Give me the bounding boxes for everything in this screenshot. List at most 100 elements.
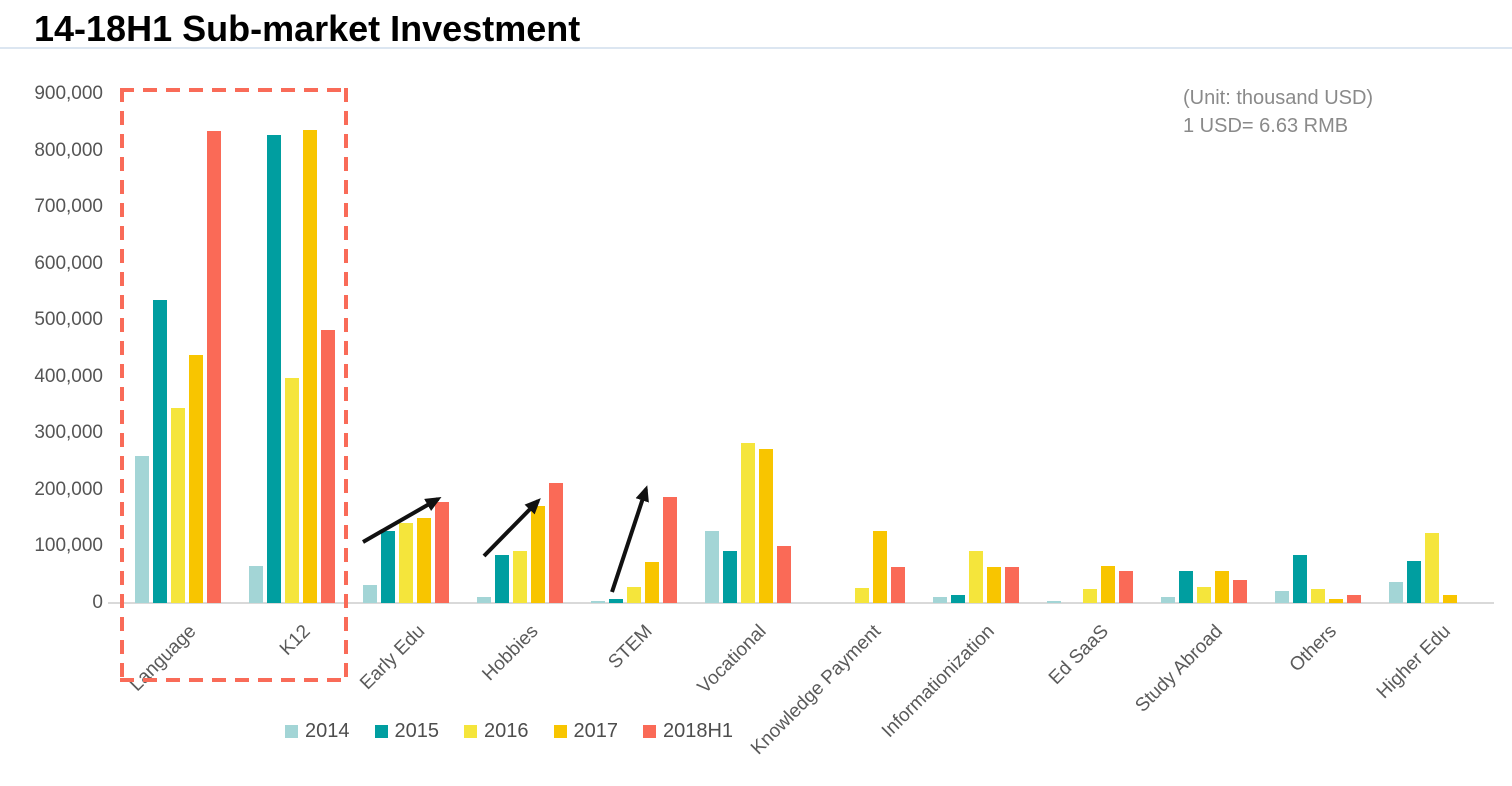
bar-2018h1-early-edu (435, 502, 449, 603)
highlight-box-edge (120, 88, 348, 92)
legend-swatch-icon (464, 725, 477, 738)
bar-2014-informationization (933, 597, 947, 603)
bar-2015-informationization (951, 595, 965, 603)
bar-2018h1-others (1347, 595, 1361, 603)
bar-2018h1-language (207, 131, 221, 603)
x-axis-label-early-edu: Early Edu (355, 621, 429, 695)
y-axis-label: 600,000 (34, 252, 103, 274)
bar-2016-ed-saas (1083, 589, 1097, 603)
legend-swatch-icon (553, 725, 567, 738)
bar-2017-higher-edu (1443, 595, 1457, 603)
x-axis-label-ed-saas: Ed SaaS (1044, 621, 1113, 689)
bar-2017-ed-saas (1101, 566, 1115, 603)
bar-2014-stem (591, 601, 605, 603)
legend-label: 2014 (305, 720, 350, 742)
y-axis-label: 0 (92, 592, 103, 613)
bar-2016-study-abroad (1197, 587, 1211, 603)
x-axis-label-knowledge-payment: Knowledge Payment (746, 621, 885, 760)
bar-2018h1-k12 (321, 330, 335, 603)
x-axis-label-vocational: Vocational (693, 621, 771, 698)
chart-title: 14-18H1 Sub-market Investment (34, 8, 581, 49)
highlight-box-edge (120, 88, 124, 682)
x-axis-label-stem: STEM (604, 621, 657, 674)
bar-2016-stem (627, 587, 641, 603)
bar-2017-study-abroad (1215, 571, 1229, 603)
legend-item-2016: 2016 (464, 720, 529, 743)
legend: 2014 2015 2016 2017 2018H1 (285, 720, 733, 743)
bar-2017-stem (645, 562, 659, 603)
unit-note: (Unit: thousand USD) 1 USD= 6.63 RMB (1183, 84, 1373, 140)
bar-2018h1-ed-saas (1119, 571, 1133, 603)
x-axis-label-study-abroad: Study Abroad (1131, 621, 1227, 717)
bar-2015-early-edu (381, 531, 395, 603)
bar-2017-hobbies (531, 506, 545, 603)
unit-note-line2: 1 USD= 6.63 RMB (1183, 115, 1349, 137)
x-axis-label-hobbies: Hobbies (478, 621, 543, 686)
bar-2014-k12 (249, 566, 263, 603)
y-axis-label: 900,000 (34, 83, 103, 104)
y-axis-label: 100,000 (34, 535, 103, 557)
legend-label: 2017 (573, 720, 619, 742)
bar-2014-higher-edu (1389, 582, 1403, 603)
bar-2016-knowledge-payment (855, 588, 869, 603)
legend-item-2018h1: 2018H1 (643, 720, 733, 743)
bar-2014-ed-saas (1047, 601, 1061, 603)
highlight-box (120, 88, 348, 682)
x-axis-label-informationization: Informationization (877, 621, 999, 742)
bar-2018h1-study-abroad (1233, 580, 1247, 603)
x-axis-line (108, 602, 1494, 604)
bar-2016-hobbies (513, 551, 527, 603)
bar-2015-vocational (723, 551, 737, 603)
highlight-box-edge (120, 678, 348, 682)
bar-2018h1-informationization (1005, 567, 1019, 603)
bar-2016-informationization (969, 551, 983, 603)
bar-2014-vocational (705, 531, 719, 603)
x-axis-label-higher-edu: Higher Edu (1372, 621, 1455, 704)
bar-2015-stem (609, 599, 623, 603)
bar-2014-hobbies (477, 597, 491, 603)
bar-2016-others (1311, 589, 1325, 603)
bar-2017-k12 (303, 130, 317, 603)
bar-2017-language (189, 355, 203, 603)
highlight-box-edge (344, 88, 348, 682)
bar-2018h1-vocational (777, 546, 791, 603)
bar-2014-study-abroad (1161, 597, 1175, 603)
legend-swatch-icon (643, 725, 656, 738)
bar-2015-higher-edu (1407, 561, 1421, 603)
bar-2015-hobbies (495, 555, 509, 603)
y-axis-label: 500,000 (34, 309, 103, 331)
legend-swatch-icon (285, 725, 298, 738)
bar-2017-vocational (759, 449, 773, 603)
legend-swatch-icon (374, 725, 388, 738)
bar-2016-early-edu (399, 523, 413, 603)
legend-item-2017: 2017 (553, 720, 619, 743)
bar-2015-study-abroad (1179, 571, 1193, 603)
bar-2017-others (1329, 599, 1343, 603)
legend-label: 2018H1 (663, 720, 734, 742)
bar-2015-others (1293, 555, 1307, 603)
y-axis-label: 700,000 (34, 196, 103, 218)
legend-item-2015: 2015 (374, 720, 440, 743)
bar-2018h1-knowledge-payment (891, 567, 905, 603)
legend-item-2014: 2014 (285, 720, 350, 743)
bar-2017-early-edu (417, 518, 431, 603)
bar-2017-knowledge-payment (873, 531, 887, 603)
legend-label: 2015 (394, 720, 440, 742)
bar-2015-k12 (267, 135, 281, 603)
title-underline (0, 47, 1512, 49)
y-axis-label: 200,000 (34, 478, 103, 500)
bar-2014-language (135, 456, 149, 603)
x-axis-label-others: Others (1285, 621, 1341, 677)
bar-2015-language (153, 300, 167, 603)
unit-note-line1: (Unit: thousand USD) (1183, 87, 1374, 109)
bar-2017-informationization (987, 567, 1001, 603)
bar-2014-early-edu (363, 585, 377, 603)
bar-2016-k12 (285, 378, 299, 603)
y-axis-label: 800,000 (34, 139, 103, 161)
bar-2016-vocational (741, 443, 755, 603)
y-axis-label: 400,000 (34, 365, 103, 387)
bar-2016-higher-edu (1425, 533, 1439, 603)
y-axis-label: 300,000 (34, 422, 103, 444)
